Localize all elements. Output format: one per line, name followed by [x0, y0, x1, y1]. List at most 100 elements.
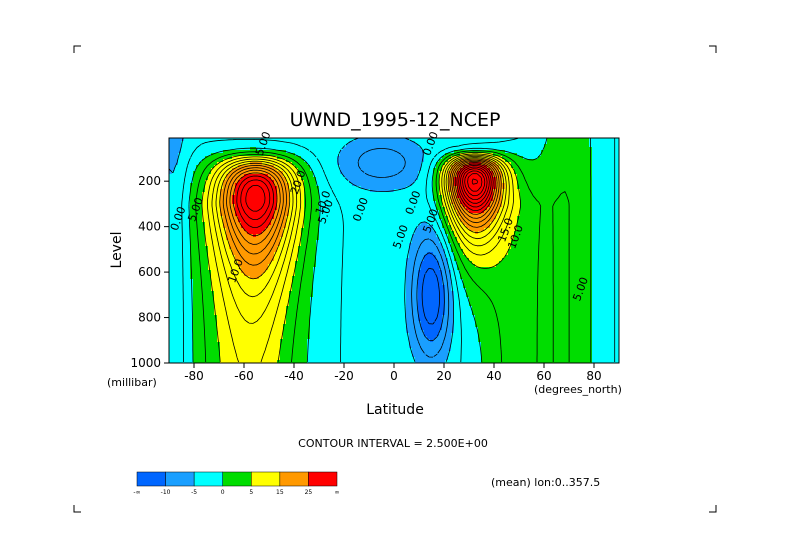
field-cell — [475, 159, 479, 163]
field-cell — [223, 180, 227, 184]
field-cell — [586, 234, 590, 238]
field-cell — [259, 174, 263, 178]
field-cell — [556, 144, 560, 148]
field-cell — [529, 165, 533, 169]
field-cell — [196, 216, 200, 220]
field-cell — [478, 198, 482, 202]
field-cell — [541, 195, 545, 199]
field-cell — [553, 222, 557, 226]
field-cell — [547, 186, 551, 190]
field-cell — [532, 216, 536, 220]
field-cell — [322, 198, 326, 202]
field-cell — [337, 141, 341, 145]
field-cell — [448, 189, 452, 193]
field-cell — [244, 180, 248, 184]
field-cell — [244, 171, 248, 175]
field-cell — [457, 207, 461, 211]
field-cell — [181, 198, 185, 202]
field-cell — [415, 234, 419, 238]
field-cell — [247, 174, 251, 178]
field-cell — [298, 231, 302, 235]
field-cell — [436, 147, 440, 151]
field-cell — [271, 150, 275, 154]
field-cell — [433, 180, 437, 184]
field-cell — [550, 213, 554, 217]
field-cell — [307, 186, 311, 190]
field-cell — [346, 144, 350, 148]
field-cell — [523, 192, 527, 196]
field-cell — [574, 192, 578, 196]
field-cell — [601, 225, 605, 229]
field-cell — [616, 204, 619, 208]
field-cell — [205, 174, 209, 178]
field-cell — [379, 213, 383, 217]
field-cell — [562, 141, 566, 145]
field-cell — [424, 150, 428, 154]
field-cell — [526, 159, 530, 163]
field-cell — [529, 153, 533, 157]
field-cell — [349, 183, 353, 187]
field-cell — [358, 162, 362, 166]
field-cell — [466, 186, 470, 190]
field-cell — [319, 228, 323, 232]
field-cell — [271, 219, 275, 223]
field-cell — [259, 192, 263, 196]
field-cell — [463, 183, 467, 187]
field-cell — [328, 168, 332, 172]
field-cell — [292, 213, 296, 217]
field-cell — [208, 168, 212, 172]
field-cell — [544, 189, 548, 193]
field-cell — [487, 189, 491, 193]
field-cell — [595, 183, 599, 187]
field-cell — [430, 195, 434, 199]
field-cell — [466, 171, 470, 175]
field-cell — [235, 159, 239, 163]
field-cell — [385, 234, 389, 238]
field-cell — [190, 231, 194, 235]
field-cell — [595, 225, 599, 229]
field-cell — [184, 165, 188, 169]
field-cell — [187, 162, 191, 166]
field-cell — [181, 141, 185, 145]
field-cell — [280, 144, 284, 148]
field-cell — [499, 153, 503, 157]
field-cell — [292, 150, 296, 154]
field-cell — [496, 165, 500, 169]
field-cell — [451, 183, 455, 187]
field-cell — [523, 159, 527, 163]
field-cell — [352, 231, 356, 235]
field-cell — [493, 207, 497, 211]
field-cell — [268, 144, 272, 148]
field-cell — [337, 162, 341, 166]
field-cell — [409, 222, 413, 226]
field-cell — [301, 165, 305, 169]
field-cell — [568, 213, 572, 217]
field-cell — [340, 231, 344, 235]
field-cell — [418, 219, 422, 223]
field-cell — [223, 168, 227, 172]
field-cell — [319, 153, 323, 157]
field-cell — [532, 210, 536, 214]
field-cell — [220, 144, 224, 148]
field-cell — [244, 162, 248, 166]
field-cell — [361, 174, 365, 178]
field-cell — [379, 144, 383, 148]
field-cell — [535, 165, 539, 169]
field-cell — [292, 144, 296, 148]
field-cell — [400, 192, 404, 196]
field-cell — [190, 156, 194, 160]
field-cell — [568, 216, 572, 220]
field-cell — [175, 183, 179, 187]
field-cell — [220, 201, 224, 205]
field-cell — [187, 171, 191, 175]
field-cell — [556, 195, 560, 199]
field-cell — [352, 228, 356, 232]
field-cell — [448, 138, 452, 142]
field-cell — [490, 195, 494, 199]
field-cell — [508, 171, 512, 175]
field-cell — [580, 147, 584, 151]
field-cell — [211, 138, 215, 142]
field-cell — [460, 183, 464, 187]
field-cell — [526, 195, 530, 199]
field-cell — [235, 210, 239, 214]
